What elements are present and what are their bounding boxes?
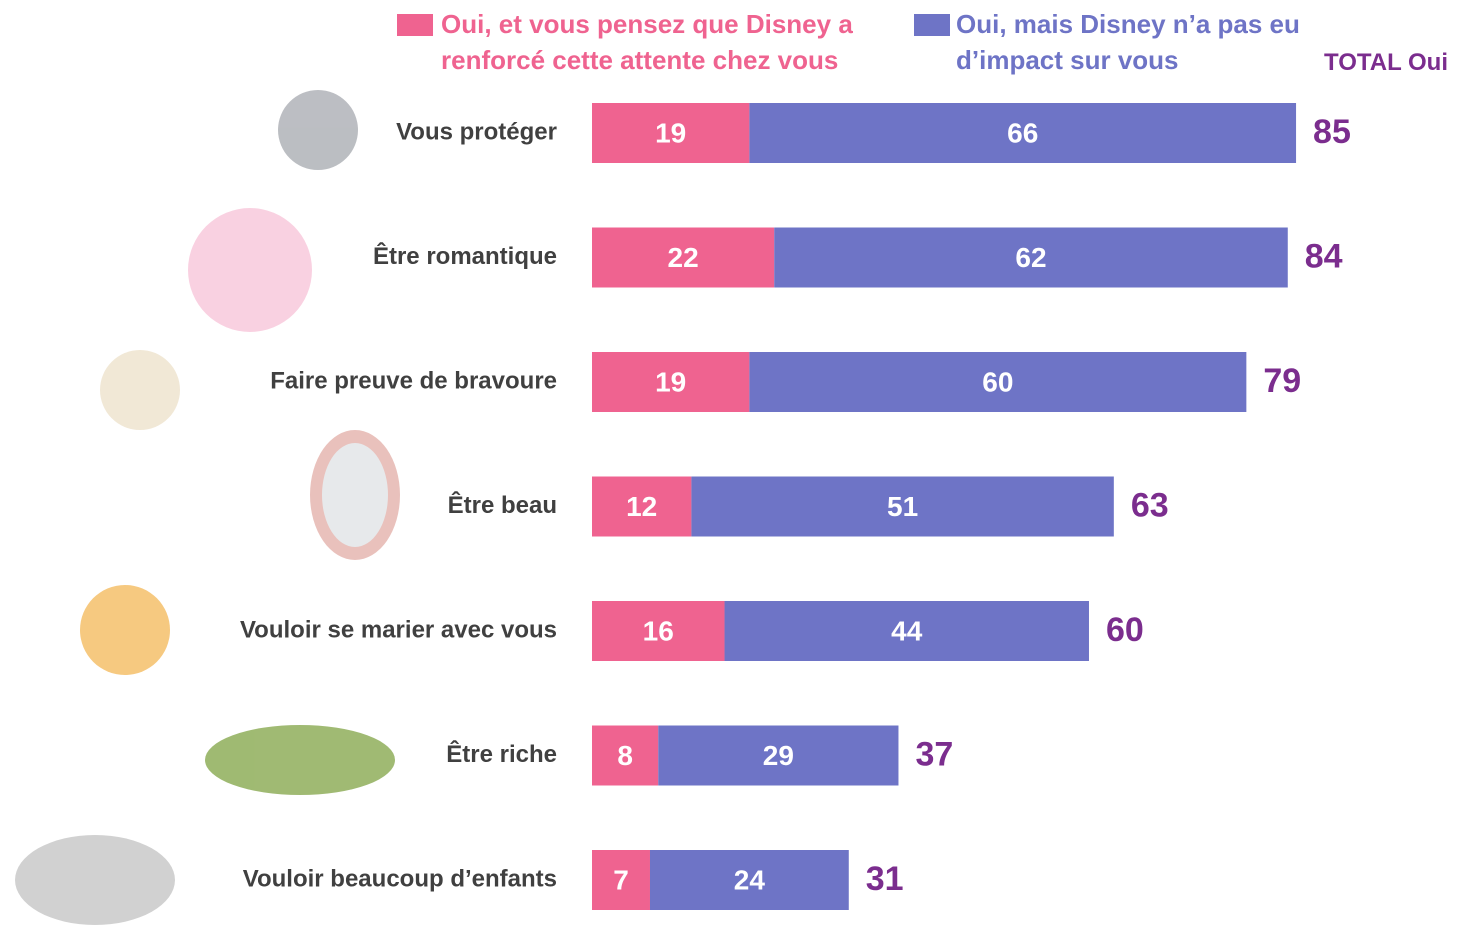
bar-segment — [592, 103, 750, 163]
value-label: 12 — [626, 491, 657, 522]
bar-segment — [774, 227, 1288, 288]
bar-segment — [749, 103, 1297, 163]
total-label: 60 — [1106, 611, 1144, 649]
total-label: 63 — [1131, 486, 1169, 524]
bar-segment — [592, 850, 650, 910]
total-label: 84 — [1305, 237, 1343, 275]
bar-segment — [592, 601, 725, 661]
legend-label: Oui, et vous pensez que Disney a renforc… — [441, 9, 853, 75]
totals-header: TOTAL Oui — [1324, 49, 1448, 76]
value-label: 22 — [668, 242, 699, 273]
value-label: 19 — [655, 366, 686, 397]
value-label: 8 — [617, 740, 633, 771]
value-label: 16 — [643, 615, 674, 646]
value-label: 66 — [1007, 117, 1038, 148]
bar-segment — [592, 352, 750, 412]
category-label: Être romantique — [373, 242, 557, 270]
bar-segment — [658, 725, 899, 786]
value-label: 19 — [655, 117, 686, 148]
value-label: 7 — [613, 864, 629, 895]
illustrations — [15, 90, 400, 925]
category-label: Être riche — [446, 740, 557, 768]
bar-segment — [592, 725, 659, 786]
bar-segment — [749, 352, 1247, 412]
total-label: 31 — [866, 860, 904, 898]
value-label: 60 — [982, 366, 1013, 397]
bar-segment — [649, 850, 849, 910]
value-label: 51 — [887, 491, 918, 522]
value-label: 29 — [763, 740, 794, 771]
legend-swatch — [397, 14, 433, 36]
legend-swatch — [914, 14, 950, 36]
category-label: Vous protéger — [396, 118, 557, 145]
bar-segment — [691, 476, 1114, 537]
total-label: 79 — [1263, 362, 1301, 400]
category-label: Vouloir beaucoup d’enfants — [243, 865, 557, 892]
bar-segment — [592, 227, 775, 288]
legend-label: Oui, mais Disney n’a pas eu d’impact sur… — [956, 9, 1300, 75]
category-label: Vouloir se marier avec vous — [240, 616, 557, 643]
category-label: Faire preuve de bravoure — [270, 367, 557, 394]
value-label: 24 — [734, 864, 766, 895]
value-label: 62 — [1015, 242, 1046, 273]
category-label: Être beau — [448, 491, 557, 519]
total-label: 37 — [915, 735, 953, 773]
total-label: 85 — [1313, 113, 1351, 151]
bar-segment — [592, 476, 692, 537]
bar-segment — [724, 601, 1089, 661]
value-label: 44 — [891, 615, 923, 646]
